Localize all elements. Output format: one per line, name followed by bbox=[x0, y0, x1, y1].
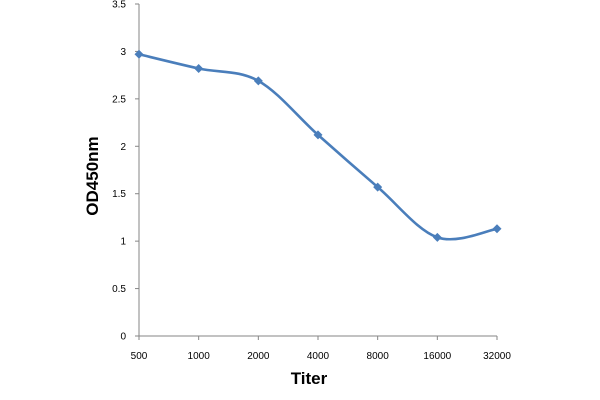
y-tick-label: 0 bbox=[120, 332, 126, 343]
y-tick-label: 3 bbox=[120, 47, 126, 58]
x-axis-title: Titer bbox=[291, 369, 328, 388]
data-point-marker bbox=[194, 64, 204, 74]
series-line bbox=[138, 53, 498, 241]
y-tick-label: 0.5 bbox=[112, 284, 126, 295]
data-point-marker bbox=[373, 182, 383, 192]
x-tick-label: 4000 bbox=[307, 351, 330, 362]
y-tick-label: 1.5 bbox=[112, 189, 126, 200]
series-markers bbox=[134, 49, 502, 242]
data-point-marker bbox=[134, 49, 144, 59]
data-point-marker bbox=[492, 224, 502, 234]
y-tick-label: 3.5 bbox=[112, 0, 126, 11]
data-point-marker bbox=[253, 76, 263, 86]
x-tick-label: 2000 bbox=[247, 351, 270, 362]
y-axis-ticks: 0 0.5 1 1.5 2 2.5 3 3.5 bbox=[112, 0, 139, 343]
x-tick-label: 16000 bbox=[423, 351, 451, 362]
x-tick-label: 32000 bbox=[483, 351, 511, 362]
x-tick-label: 1000 bbox=[188, 351, 211, 362]
x-tick-label: 500 bbox=[131, 351, 148, 362]
x-axis-ticks: 500 1000 2000 4000 8000 16000 32000 bbox=[131, 336, 511, 362]
y-tick-label: 2.5 bbox=[112, 94, 126, 105]
data-point-marker bbox=[313, 130, 323, 140]
y-axis-title: OD450nm bbox=[83, 136, 102, 215]
y-tick-label: 1 bbox=[120, 237, 126, 248]
y-tick-label: 2 bbox=[120, 142, 126, 153]
data-point-marker bbox=[432, 232, 442, 242]
x-tick-label: 8000 bbox=[367, 351, 390, 362]
